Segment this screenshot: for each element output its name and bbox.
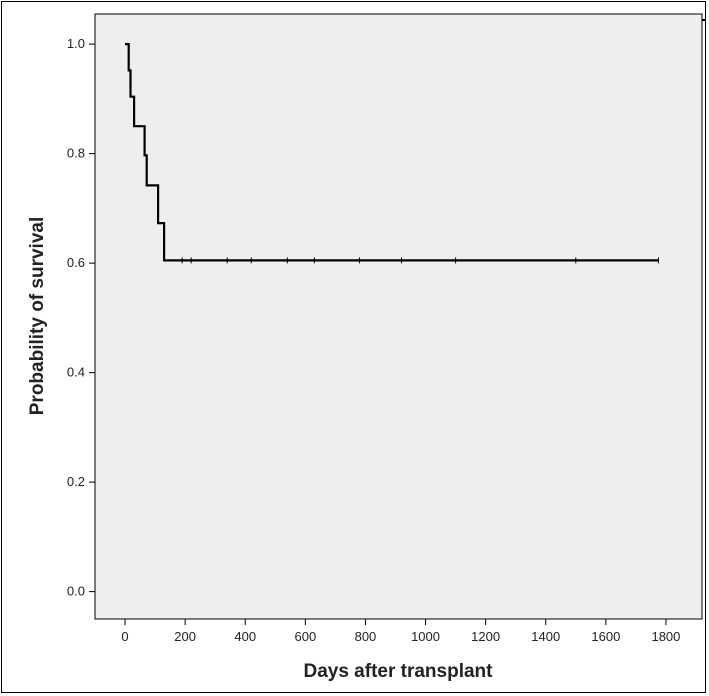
y-tick-label: 0.8	[67, 146, 85, 161]
x-tick-label: 0	[121, 629, 128, 644]
survival-curve	[125, 43, 659, 262]
x-tick-label: 1200	[471, 629, 500, 644]
x-tick-label: 800	[355, 629, 377, 644]
x-tick-label: 600	[294, 629, 316, 644]
x-axis: 0 200 400 600 800 1000 1200 1400 1600 1800	[121, 619, 680, 644]
x-axis-title: Days after transplant	[303, 661, 493, 682]
x-tick-label: 1600	[591, 629, 620, 644]
x-tick-label: 200	[174, 629, 196, 644]
y-tick-label: 1.0	[67, 36, 85, 51]
y-axis-title: Probability of survival	[27, 217, 48, 416]
y-tick-label: 0.6	[67, 255, 85, 270]
censor-marks	[181, 257, 659, 264]
x-tick-label: 1000	[411, 629, 440, 644]
series-layer	[125, 43, 659, 262]
y-tick-label: 0.0	[67, 584, 85, 599]
y-axis: 0.0 0.2 0.4 0.6 0.8 1.0	[67, 36, 95, 599]
y-tick-label: 0.4	[67, 365, 85, 380]
x-tick-label: 400	[234, 629, 256, 644]
plot-area	[94, 13, 703, 620]
x-tick-label: 1800	[651, 629, 680, 644]
x-tick-label: 1400	[531, 629, 560, 644]
y-tick-label: 0.2	[67, 474, 85, 489]
